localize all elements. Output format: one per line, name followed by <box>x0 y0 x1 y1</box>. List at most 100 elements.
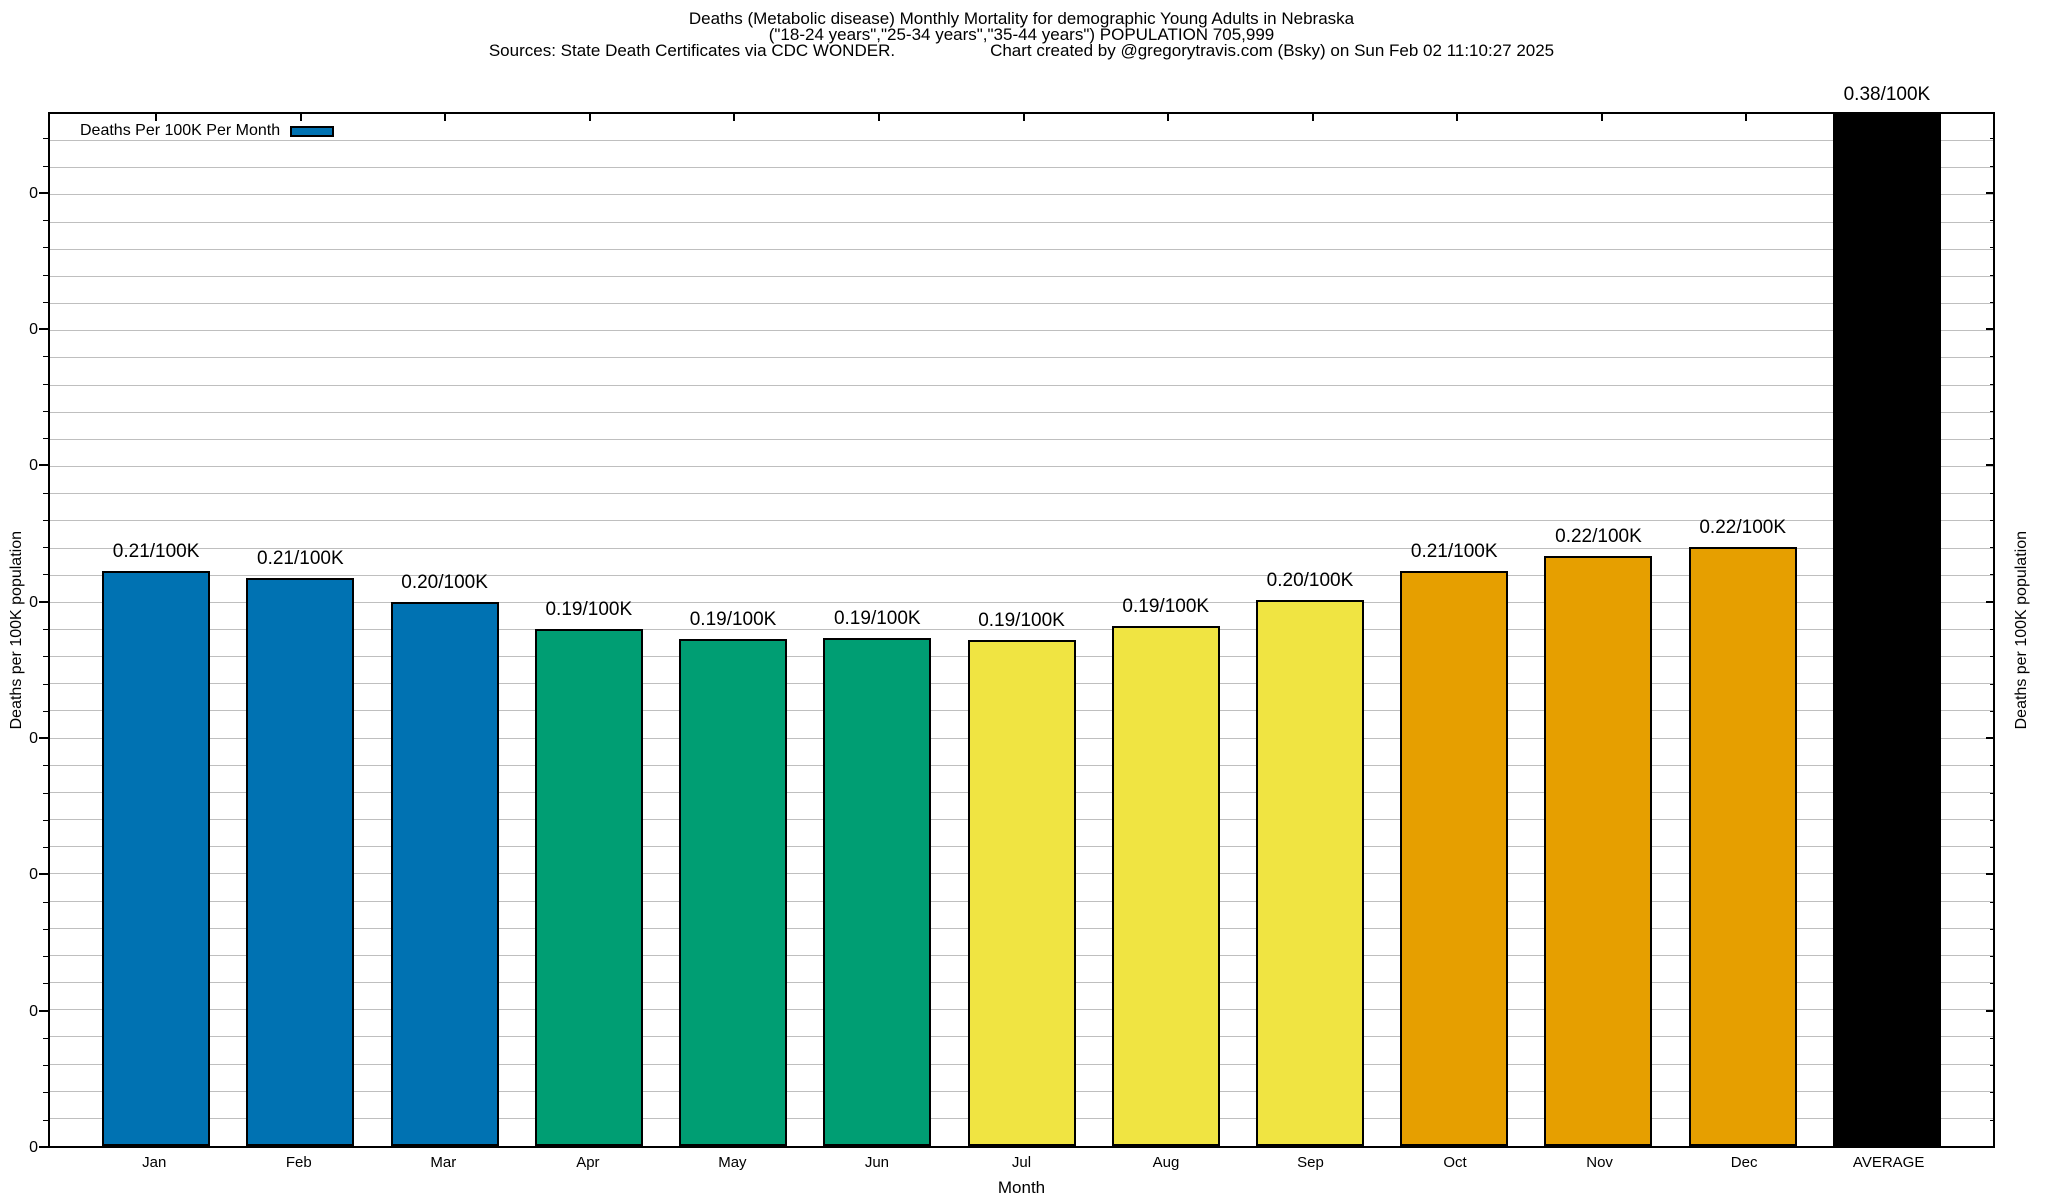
y-tick-left <box>43 929 48 930</box>
bar-jun <box>823 637 932 1146</box>
y-tick-right <box>1990 166 1995 167</box>
bar-value-label: 0.22/100K <box>1699 517 1787 539</box>
y-tick-left <box>43 574 48 575</box>
legend: Deaths Per 100K Per Month <box>80 122 335 140</box>
bar-value-label: 0.21/100K <box>257 548 344 570</box>
y-tick-right <box>1986 464 1995 466</box>
y-tick-right <box>1990 629 1995 630</box>
gridline <box>50 167 1993 169</box>
y-tick-right <box>1990 520 1995 521</box>
y-tick-right <box>1990 1120 1995 1121</box>
top-tick <box>155 114 158 121</box>
y-tick-right <box>1990 247 1995 248</box>
y-tick-label: 0 <box>29 1003 38 1020</box>
y-tick-left <box>43 820 48 821</box>
y-tick-right <box>1986 192 1995 194</box>
y-tick-right <box>1990 847 1995 848</box>
top-tick <box>299 114 302 121</box>
top-tick <box>1022 114 1025 121</box>
bar-value-label: 0.21/100K <box>112 541 200 563</box>
y-tick-label: 0 <box>29 185 38 202</box>
y-tick-left <box>39 873 48 875</box>
gridline <box>50 384 1993 386</box>
bar-jul <box>967 640 1076 1146</box>
gridline <box>50 194 1993 196</box>
y-tick-right <box>1986 737 1995 739</box>
bar-nov <box>1544 556 1653 1146</box>
gridline <box>50 466 1993 468</box>
gridline <box>50 303 1993 305</box>
x-tick-label-dec: Dec <box>1730 1154 1758 1171</box>
y-tick-label: 0 <box>29 730 38 747</box>
top-tick <box>1600 114 1603 121</box>
chart-title-line2: ("18-24 years","25-34 years","35-44 year… <box>768 25 1275 44</box>
y-tick-left <box>43 1120 48 1121</box>
y-tick-left <box>43 247 48 248</box>
bar-value-label: 0.19/100K <box>1122 596 1210 618</box>
chart-credit: Chart created by @gregorytravis.com (Bsk… <box>990 41 1555 60</box>
y-tick-right <box>1990 547 1995 548</box>
y-tick-left <box>43 793 48 794</box>
bar-may <box>679 638 788 1146</box>
gridline <box>50 140 1993 142</box>
gridline <box>50 520 1993 522</box>
gridline <box>50 275 1993 277</box>
bar-value-label: 0.19/100K <box>978 610 1065 632</box>
gridline <box>50 221 1993 223</box>
x-tick-label-jul: Jul <box>1011 1154 1032 1171</box>
y-tick-right <box>1990 793 1995 794</box>
gridline <box>50 547 1993 549</box>
y-axis-label-right: Deaths per 100K population <box>2013 530 2030 730</box>
bar-slot: 0.21/100K <box>1382 114 1526 1146</box>
x-tick-label-may: May <box>718 1154 747 1171</box>
y-tick-left <box>43 629 48 630</box>
y-tick-right <box>1990 983 1995 984</box>
y-tick-left <box>43 493 48 494</box>
x-tick-label-oct: Oct <box>1443 1154 1467 1171</box>
y-tick-left <box>43 520 48 521</box>
legend-label: Deaths Per 100K Per Month <box>80 122 281 139</box>
bar-jan <box>102 571 211 1146</box>
top-tick <box>1745 114 1748 121</box>
gridline <box>50 248 1993 250</box>
bar-slot: 0.22/100K <box>1526 114 1670 1146</box>
y-tick-right <box>1986 873 1995 875</box>
y-tick-right <box>1990 929 1995 930</box>
y-tick-right <box>1990 438 1995 439</box>
bar-mar <box>390 602 499 1146</box>
bar-slot: 0.22/100K <box>1671 114 1815 1146</box>
y-axis-label-left: Deaths per 100K population <box>8 530 25 730</box>
y-tick-right <box>1990 902 1995 903</box>
y-tick-label: 0 <box>29 594 38 611</box>
y-tick-left <box>43 356 48 357</box>
y-tick-right <box>1990 275 1995 276</box>
gridline <box>50 493 1993 495</box>
y-tick-left <box>43 1065 48 1066</box>
legend-swatch <box>290 125 335 137</box>
y-tick-left <box>43 902 48 903</box>
y-tick-left <box>39 192 48 194</box>
x-tick-label-feb: Feb <box>285 1154 312 1171</box>
y-tick-label: 0 <box>29 321 38 338</box>
y-tick-right <box>1990 493 1995 494</box>
bar-value-label: 0.20/100K <box>1266 570 1354 592</box>
y-tick-left <box>39 737 48 739</box>
y-axis-label-right-wrap: Deaths per 100K population <box>2000 112 2044 1148</box>
y-tick-right <box>1990 411 1995 412</box>
x-tick-label-nov: Nov <box>1586 1154 1613 1171</box>
gridline <box>50 411 1993 413</box>
y-tick-right <box>1990 356 1995 357</box>
bar-sep <box>1255 600 1364 1146</box>
top-tick <box>733 114 736 121</box>
bar-value-label: 0.21/100K <box>1410 541 1498 563</box>
gridline <box>50 357 1993 359</box>
bar-value-label: 0.22/100K <box>1555 526 1642 548</box>
y-tick-left <box>43 684 48 685</box>
y-tick-right <box>1990 711 1995 712</box>
x-tick-label-jan: Jan <box>142 1154 167 1171</box>
bar-slot: 0.20/100K <box>1238 114 1382 1146</box>
bar-slot: 0.20/100K <box>372 114 516 1146</box>
x-axis-title: Month <box>997 1178 1046 1197</box>
y-tick-left <box>39 601 48 603</box>
